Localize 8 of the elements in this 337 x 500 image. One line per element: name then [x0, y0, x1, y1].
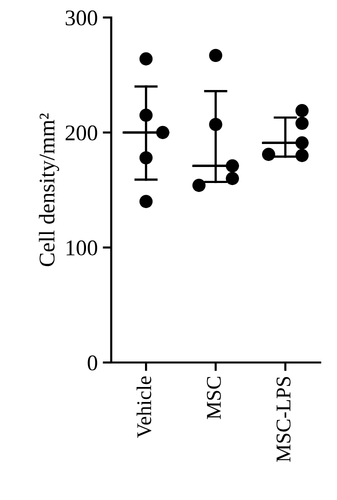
x-tick-label: MSC	[206, 376, 221, 420]
x-tick-label: MSC-LPS	[276, 376, 291, 462]
x-tick-label: Vehicle	[136, 376, 152, 438]
y-tick-label: 300	[66, 10, 98, 26]
y-tick-label: 200	[66, 125, 98, 140]
y-tick-label: 100	[66, 240, 98, 256]
y-tick-label: 0	[88, 355, 98, 370]
y-axis-title: Cell density/mm²	[38, 113, 60, 266]
